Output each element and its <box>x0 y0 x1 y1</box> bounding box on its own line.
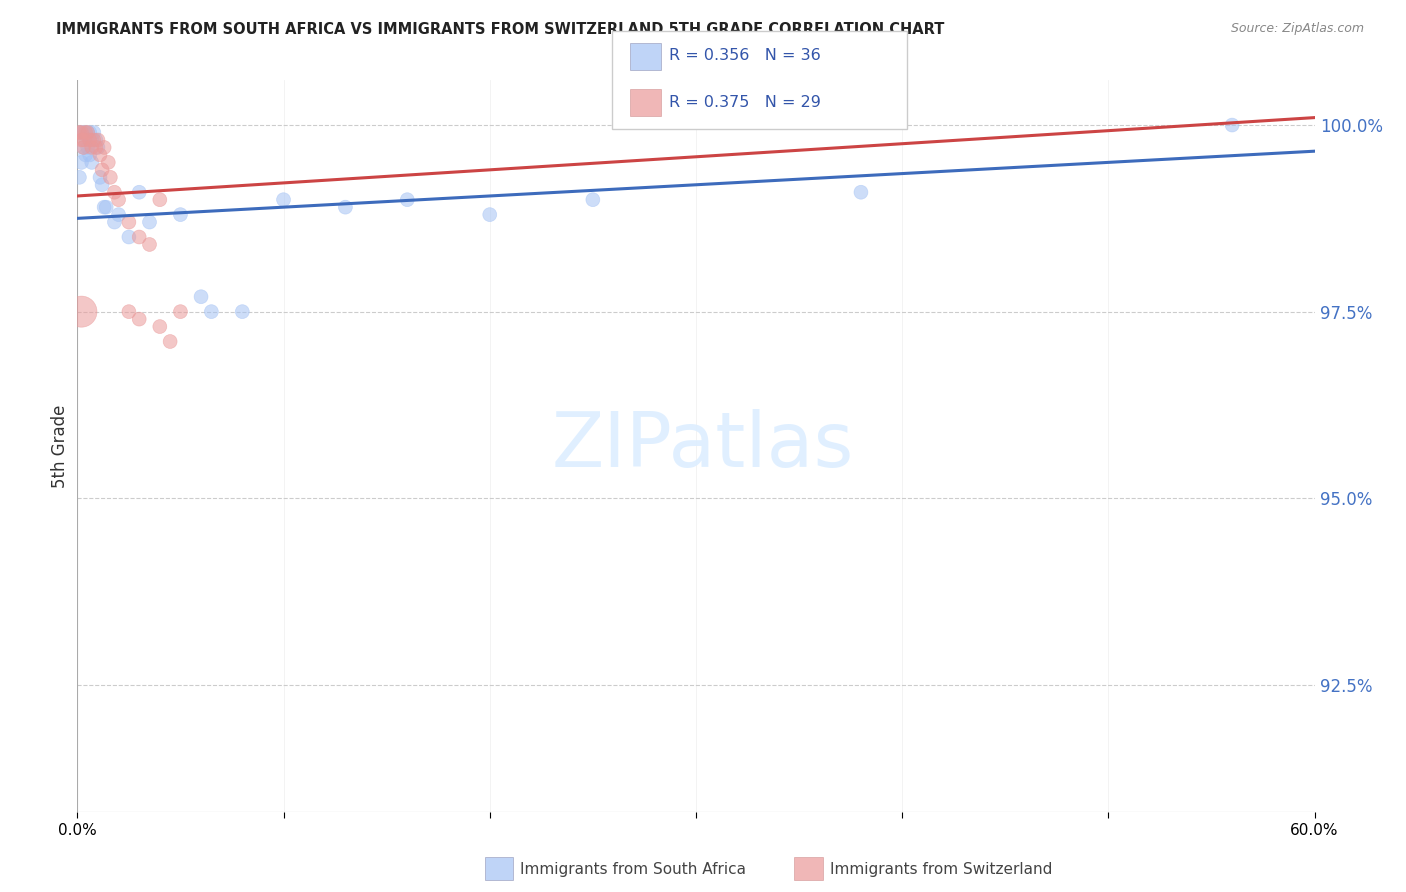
Text: Immigrants from South Africa: Immigrants from South Africa <box>520 863 747 877</box>
Point <box>97 155 120 169</box>
Point <box>89 148 111 162</box>
Point <box>96 200 118 214</box>
Text: R = 0.356   N = 36: R = 0.356 N = 36 <box>669 48 821 62</box>
Point <box>98 170 121 185</box>
Point <box>70 133 93 147</box>
Point <box>169 304 191 318</box>
Point <box>128 186 150 200</box>
Point <box>478 208 501 222</box>
Point <box>107 193 129 207</box>
Point <box>103 186 125 200</box>
Point <box>93 140 115 154</box>
Text: Immigrants from Switzerland: Immigrants from Switzerland <box>830 863 1052 877</box>
Point <box>149 193 172 207</box>
Point <box>87 140 110 154</box>
Point <box>335 200 357 214</box>
Text: IMMIGRANTS FROM SOUTH AFRICA VS IMMIGRANTS FROM SWITZERLAND 5TH GRADE CORRELATIO: IMMIGRANTS FROM SOUTH AFRICA VS IMMIGRAN… <box>56 22 945 37</box>
Point <box>231 304 253 318</box>
Point <box>75 133 97 147</box>
Point <box>200 304 222 318</box>
Point <box>118 215 141 229</box>
Point <box>582 193 605 207</box>
Point <box>107 208 129 222</box>
Point <box>76 126 98 140</box>
Text: Source: ZipAtlas.com: Source: ZipAtlas.com <box>1230 22 1364 36</box>
Point <box>138 215 160 229</box>
Point <box>79 126 101 140</box>
Point <box>75 148 97 162</box>
Point <box>128 312 150 326</box>
Point <box>83 133 105 147</box>
Point <box>849 186 872 200</box>
Point <box>70 155 93 169</box>
Point <box>103 215 125 229</box>
Point <box>80 133 103 147</box>
Point <box>118 304 141 318</box>
Point <box>84 133 107 147</box>
Point <box>273 193 295 207</box>
Point <box>128 230 150 244</box>
Point <box>72 133 94 147</box>
Point <box>149 319 172 334</box>
Point <box>89 170 111 185</box>
Text: ZIPatlas: ZIPatlas <box>551 409 855 483</box>
Point <box>84 140 107 154</box>
Point <box>80 155 103 169</box>
Point <box>72 140 94 154</box>
Point <box>138 237 160 252</box>
Point <box>83 126 105 140</box>
Point <box>72 126 94 140</box>
Point <box>87 133 110 147</box>
Point <box>190 290 212 304</box>
Point <box>118 230 141 244</box>
Point <box>79 148 101 162</box>
Point <box>76 126 98 140</box>
Point <box>169 208 191 222</box>
Point <box>1220 118 1243 132</box>
Y-axis label: 5th Grade: 5th Grade <box>51 404 69 488</box>
Point <box>79 133 101 147</box>
Point <box>91 178 114 192</box>
Point <box>76 140 98 154</box>
Point <box>70 304 93 318</box>
Point <box>72 140 94 154</box>
Point <box>70 126 93 140</box>
Point <box>67 126 90 140</box>
Point <box>93 200 115 214</box>
Point <box>91 162 114 177</box>
Point <box>396 193 419 207</box>
Point <box>75 126 97 140</box>
Point <box>80 140 103 154</box>
Text: R = 0.375   N = 29: R = 0.375 N = 29 <box>669 95 821 110</box>
Point <box>67 170 90 185</box>
Point <box>70 126 93 140</box>
Point <box>159 334 181 349</box>
